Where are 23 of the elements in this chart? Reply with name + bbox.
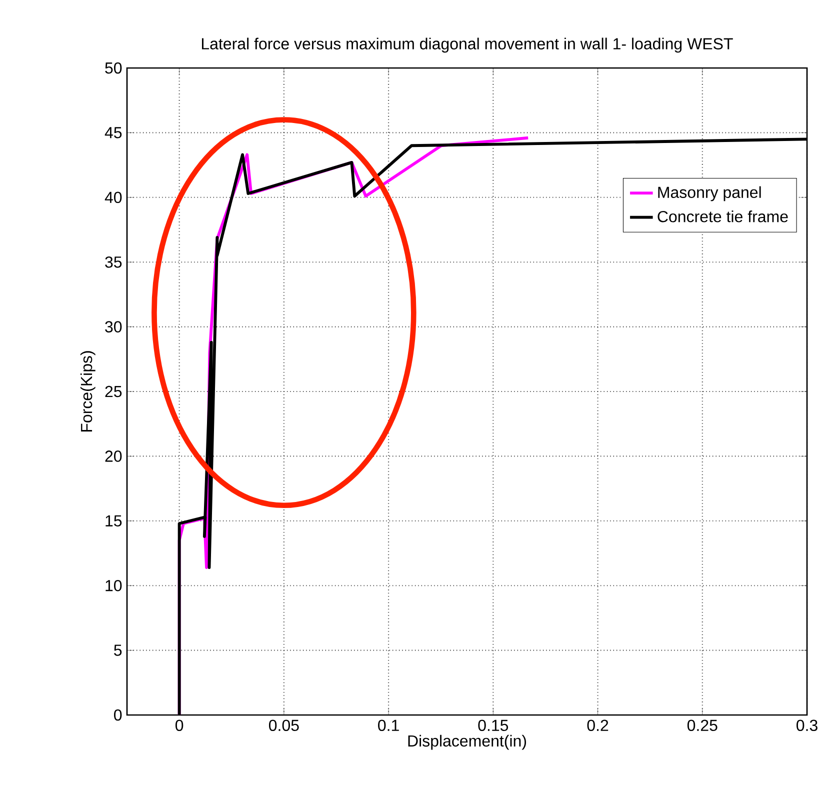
- y-tick-label: 15: [106, 515, 122, 526]
- x-tick-label: 0.1: [378, 720, 399, 732]
- y-axis-title: Force(Kips): [80, 351, 96, 432]
- y-tick-label: 5: [114, 644, 122, 656]
- x-tick-label: 0.05: [268, 720, 299, 732]
- x-tick-label: 0.25: [687, 720, 718, 732]
- y-tick-label: 0: [114, 709, 122, 721]
- x-tick-label: 0.3: [796, 720, 818, 732]
- y-tick-label: 35: [105, 256, 122, 268]
- x-tick-label: 0.15: [478, 720, 508, 732]
- y-tick-label: 45: [104, 127, 122, 138]
- y-tick-label: 50: [105, 62, 122, 74]
- x-axis-title: Displacement(in): [408, 734, 526, 750]
- y-tick-label: 20: [105, 450, 122, 462]
- legend-label: Concrete tie frame: [658, 210, 788, 222]
- x-tick-label: 0.2: [587, 720, 608, 732]
- y-tick-label: 40: [104, 192, 122, 204]
- chart-title: Lateral force versus maximum diagonal movement in wall 1- loading WEST: [202, 38, 733, 53]
- y-tick-label: 25: [105, 386, 122, 398]
- y-tick-label: 10: [106, 580, 122, 592]
- legend-label: Masonry panel: [658, 186, 761, 202]
- x-tick-label: 0: [175, 720, 184, 732]
- y-tick-label: 30: [105, 321, 122, 332]
